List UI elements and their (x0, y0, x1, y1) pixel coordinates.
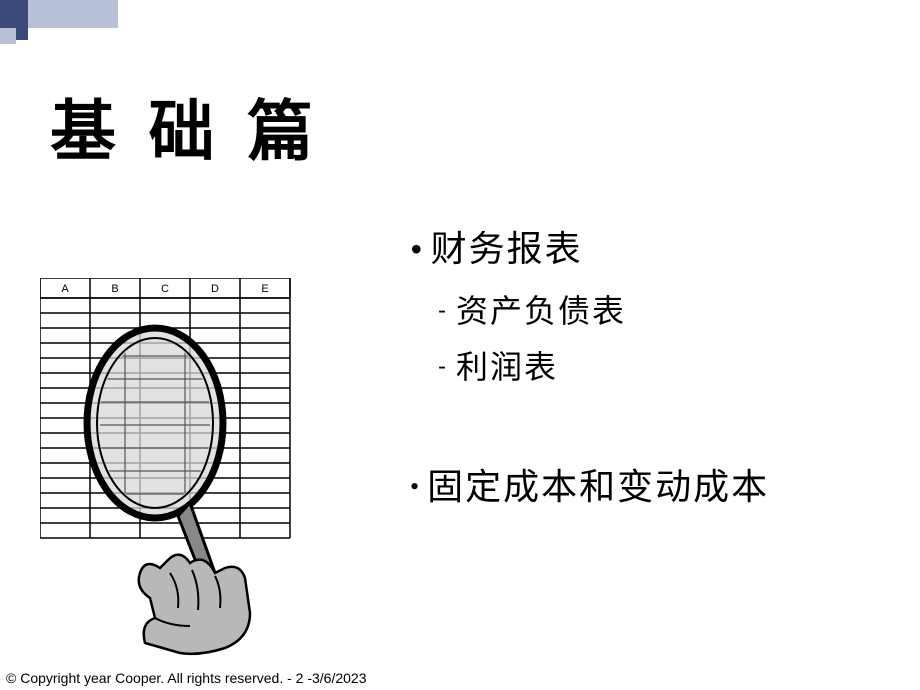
spacer (410, 398, 890, 458)
svg-text:C: C (161, 283, 169, 295)
corner-decoration (0, 0, 200, 60)
svg-text:E: E (261, 283, 268, 295)
spreadsheet-magnifier-illustration: A B C D E (40, 278, 320, 658)
svg-text:B: B (111, 283, 118, 295)
svg-text:A: A (61, 283, 69, 295)
corner-block-light-small (0, 28, 16, 44)
copyright-footer: © Copyright year Cooper. All rights rese… (6, 670, 367, 686)
bullet-fixed-variable-cost: 固定成本和变动成本 (410, 458, 890, 510)
corner-block-dark (0, 0, 28, 28)
bullet-list: 财务报表 资产负债表 利润表 固定成本和变动成本 (410, 220, 890, 510)
subbullet-income-statement: 利润表 (438, 342, 890, 388)
corner-block-light (28, 0, 118, 28)
svg-text:D: D (211, 283, 219, 295)
slide-title: 基 础 篇 (50, 78, 321, 174)
corner-block-dark-small (16, 28, 28, 40)
bullet-financial-statements: 财务报表 (410, 220, 890, 272)
hand-icon (139, 555, 250, 654)
subbullet-balance-sheet: 资产负债表 (438, 286, 890, 332)
